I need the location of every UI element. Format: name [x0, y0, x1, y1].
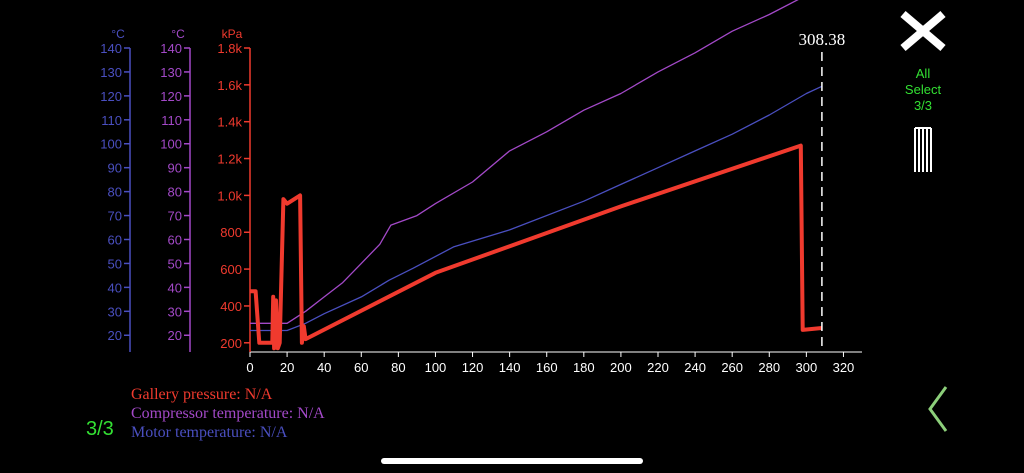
- motor-tick-label: 40: [108, 280, 122, 295]
- series-compressor: [250, 0, 799, 324]
- compressor-tick-label: 90: [168, 161, 182, 176]
- legend-motor: Motor temperature: N/A: [131, 424, 288, 441]
- pressure-tick-label: 1.0k: [217, 188, 242, 203]
- compressor-tick-label: 20: [168, 328, 182, 343]
- x-tick-label: 180: [573, 360, 595, 375]
- compressor-tick-label: 70: [168, 209, 182, 224]
- pressure-tick-label: 1.2k: [217, 152, 242, 167]
- x-tick-label: 0: [246, 360, 253, 375]
- legend-pressure: Gallery pressure: N/A: [131, 386, 273, 403]
- motor-tick-label: 50: [108, 256, 122, 271]
- compressor-tick-label: 120: [160, 89, 182, 104]
- motor-tick-label: 140: [100, 41, 122, 56]
- motor-tick-label: 130: [100, 65, 122, 80]
- compressor-axis-unit: °C: [171, 27, 185, 41]
- x-tick-label: 300: [796, 360, 818, 375]
- motor-axis-unit: °C: [111, 27, 125, 41]
- motor-tick-label: 20: [108, 328, 122, 343]
- x-tick-label: 260: [721, 360, 743, 375]
- x-tick-label: 20: [280, 360, 294, 375]
- compressor-tick-label: 130: [160, 65, 182, 80]
- motor-tick-label: 90: [108, 161, 122, 176]
- compressor-tick-label: 110: [161, 113, 182, 128]
- pressure-tick-label: 200: [220, 336, 242, 351]
- x-tick-label: 60: [354, 360, 368, 375]
- x-tick-label: 40: [317, 360, 331, 375]
- pressure-tick-label: 400: [220, 299, 242, 314]
- legend-compressor: Compressor temperature: N/A: [131, 405, 325, 422]
- y-axis-select-icon[interactable]: [913, 126, 933, 174]
- pressure-tick-label: 1.8k: [217, 41, 242, 56]
- compressor-tick-label: 140: [160, 41, 182, 56]
- all-select-label-line1: All: [915, 66, 931, 81]
- pressure-axis-unit: kPa: [222, 27, 243, 41]
- series-motor: [250, 85, 823, 332]
- x-tick-label: 80: [391, 360, 405, 375]
- close-icon: [900, 10, 946, 52]
- motor-tick-label: 70: [108, 209, 122, 224]
- all-select-count: 3/3: [913, 98, 933, 113]
- compressor-tick-label: 100: [160, 137, 182, 152]
- x-tick-label: 220: [647, 360, 669, 375]
- x-tick-label: 120: [462, 360, 484, 375]
- x-tick-label: 160: [536, 360, 558, 375]
- motor-tick-label: 110: [101, 113, 122, 128]
- motor-tick-label: 120: [100, 89, 122, 104]
- pressure-tick-label: 600: [220, 262, 242, 277]
- x-tick-label: 140: [499, 360, 521, 375]
- chevron-left-icon[interactable]: [924, 384, 952, 434]
- x-tick-label: 240: [684, 360, 706, 375]
- motor-tick-label: 60: [108, 232, 122, 247]
- all-select-button[interactable]: All Select 3/3: [892, 66, 954, 114]
- x-tick-label: 200: [610, 360, 632, 375]
- motor-tick-label: 80: [108, 185, 122, 200]
- pressure-tick-label: 800: [220, 225, 242, 240]
- compressor-tick-label: 50: [168, 256, 182, 271]
- all-select-label-line2: Select: [904, 82, 942, 97]
- motor-tick-label: 30: [108, 304, 122, 319]
- compressor-tick-label: 40: [168, 280, 182, 295]
- close-button[interactable]: [898, 10, 948, 52]
- series-pressure: [250, 143, 823, 351]
- x-tick-label: 100: [425, 360, 447, 375]
- pressure-tick-label: 1.4k: [217, 115, 242, 130]
- motor-tick-label: 100: [100, 137, 122, 152]
- page-indicator: 3/3: [86, 418, 114, 440]
- legend: Gallery pressure: N/A Compressor tempera…: [131, 385, 325, 442]
- home-indicator[interactable]: [381, 458, 643, 464]
- cursor-label: 308.38: [799, 30, 846, 49]
- pressure-tick-label: 1.6k: [217, 78, 242, 93]
- compressor-tick-label: 80: [168, 185, 182, 200]
- compressor-tick-label: 60: [168, 232, 182, 247]
- compressor-tick-label: 30: [168, 304, 182, 319]
- x-tick-label: 280: [758, 360, 780, 375]
- x-tick-label: 320: [833, 360, 855, 375]
